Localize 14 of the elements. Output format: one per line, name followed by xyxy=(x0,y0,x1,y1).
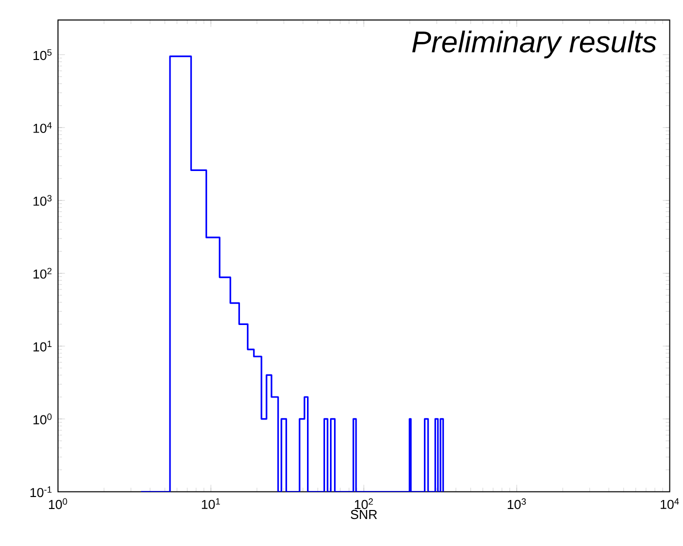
y-tick-label: 10$^{5}$ xyxy=(34,50,52,60)
x-axis-title: SNR xyxy=(350,510,377,520)
annotation: Preliminary results xyxy=(412,30,656,59)
x-tick-label: 10$^{4}$ xyxy=(660,498,679,510)
y-tick-label: 10$^{1}$ xyxy=(34,340,52,352)
y-tick-label: 10$^{2}$ xyxy=(34,268,52,279)
x-tick-label: 10$^{3}$ xyxy=(508,498,526,510)
y-tick-label: 10$^{4}$ xyxy=(34,122,52,134)
x-tick-label: 10$^{2}$ xyxy=(354,498,373,510)
y-tick-label: 10$^{0}$ xyxy=(34,414,52,424)
y-tick-label: 10$^{3}$ xyxy=(34,195,52,206)
x-tick-label: 10$^{1}$ xyxy=(202,498,220,510)
y-tick-label: 10$^{-1}$ xyxy=(30,486,52,498)
x-tick-label: 10$^{0}$ xyxy=(48,498,68,510)
